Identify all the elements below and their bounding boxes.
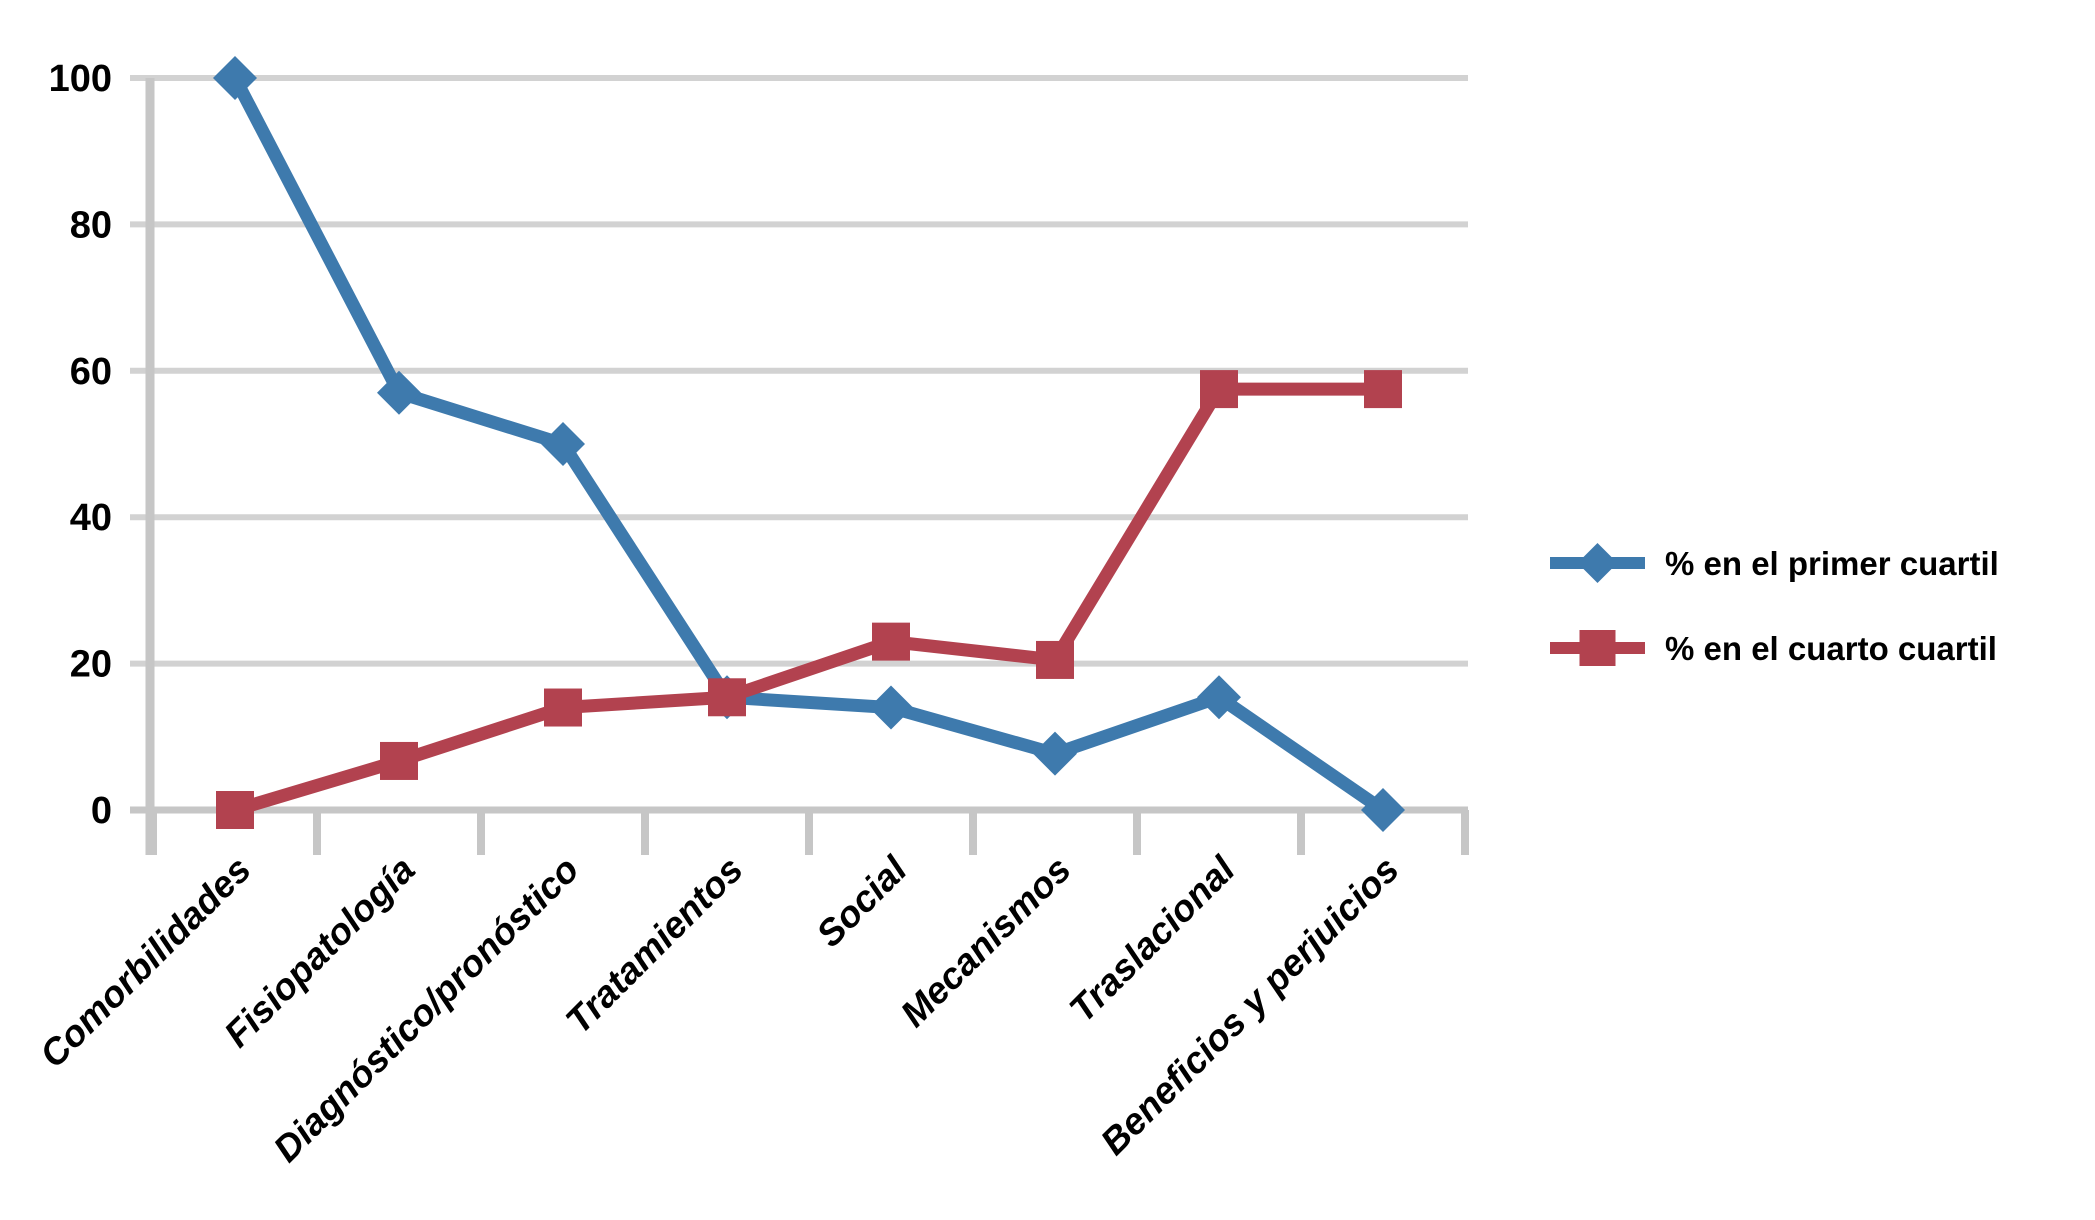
square-marker	[1036, 640, 1074, 679]
diamond-marker	[1197, 675, 1241, 720]
diamond-marker	[869, 685, 913, 730]
series-cuarto-cuartil	[216, 370, 1402, 829]
diamond-marker	[1033, 731, 1077, 776]
y-axis-tick-label: 60	[70, 351, 112, 393]
series-line	[228, 71, 1390, 817]
y-axis-tick-label: 0	[91, 790, 112, 832]
diamond-marker	[1361, 788, 1405, 832]
category-label: Traslacional	[1061, 848, 1243, 1030]
axes	[130, 78, 1468, 855]
x-axis-ticks	[149, 810, 1469, 855]
series-line	[228, 382, 1390, 817]
legend-item: % en el primer cuartil	[1550, 543, 1999, 583]
legend-label: % en el primer cuartil	[1665, 545, 1999, 582]
diamond-marker	[377, 370, 421, 415]
square-marker	[1200, 370, 1238, 409]
legend-item: % en el cuarto cuartil	[1550, 630, 1997, 667]
diamond-marker	[541, 422, 585, 466]
y-axis-tick-label: 80	[70, 204, 112, 246]
y-axis-tick-label: 20	[70, 644, 112, 686]
x-axis-labels: ComorbilidadesFisiopatologíaDiagnóstico/…	[32, 848, 1407, 1170]
category-label: Tratamientos	[558, 849, 751, 1042]
diamond-marker	[213, 56, 257, 100]
y-axis-tick-label: 40	[70, 497, 112, 539]
legend-diamond-icon	[1577, 543, 1618, 583]
category-label: Comorbilidades	[32, 849, 259, 1076]
series-primer-cuartil	[213, 56, 1405, 832]
square-marker	[872, 622, 910, 661]
category-label: Mecanismos	[893, 849, 1079, 1035]
square-marker	[216, 791, 254, 829]
square-marker	[1364, 370, 1402, 409]
square-marker	[380, 741, 418, 780]
y-axis-tick-label: 100	[49, 58, 112, 100]
square-marker	[708, 678, 746, 717]
legend-label: % en el cuarto cuartil	[1665, 630, 1997, 667]
square-marker	[544, 688, 582, 727]
y-axis-labels: 0 20 40 60 80 100	[49, 58, 112, 832]
category-label: Social	[809, 848, 916, 955]
legend: % en el primer cuartil % en el cuarto cua…	[1550, 543, 1999, 667]
category-label: Diagnóstico/pronóstico	[265, 849, 586, 1170]
legend-square-icon	[1579, 630, 1616, 666]
category-label: Beneficios y perjuicios	[1093, 849, 1407, 1163]
